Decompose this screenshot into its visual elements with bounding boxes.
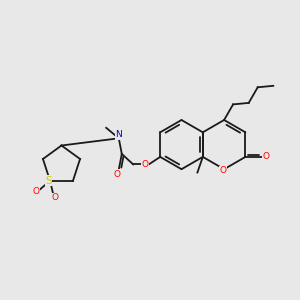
Text: O: O [219, 166, 226, 175]
Text: S: S [45, 176, 52, 186]
Text: N: N [116, 130, 122, 139]
Text: O: O [262, 152, 269, 161]
Text: O: O [32, 187, 39, 196]
Text: O: O [51, 194, 58, 202]
Text: O: O [141, 160, 148, 169]
Text: O: O [114, 169, 121, 178]
